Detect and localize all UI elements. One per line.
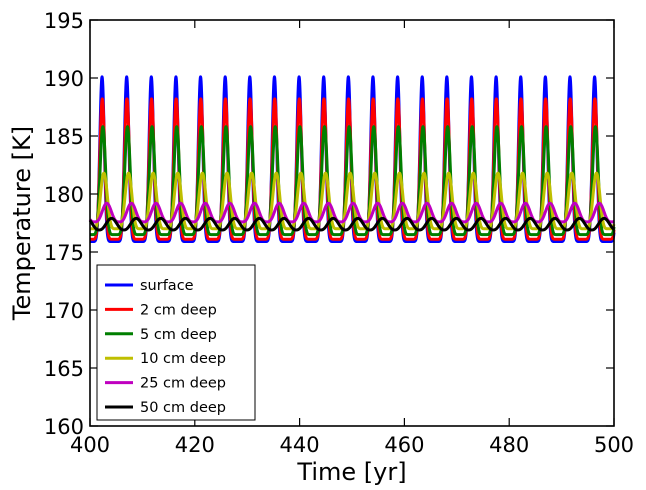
y-tick-label: 160 — [44, 415, 84, 439]
tick-labels: 400 420 440 460 480 500 160 165 170 175 180 185 190 1… — [44, 9, 634, 457]
legend-label: surface — [140, 278, 194, 294]
x-tick-label: 420 — [175, 433, 215, 457]
legend: surface 2 cm deep 5 cm deep 10 cm deep 25 cm… — [96, 264, 256, 421]
legend-label: 10 cm deep — [140, 351, 226, 367]
y-tick-label: 185 — [44, 125, 84, 149]
y-tick-label: 170 — [44, 299, 84, 323]
legend-label: 2 cm deep — [140, 302, 217, 318]
axis-ticks — [89, 19, 615, 427]
x-axis-label: Time [yr] — [296, 458, 406, 486]
y-tick-label: 180 — [44, 183, 84, 207]
y-tick-label: 165 — [44, 357, 84, 381]
plot-lines — [88, 75, 616, 244]
y-tick-label: 195 — [44, 9, 84, 33]
legend-label: 25 cm deep — [140, 376, 226, 392]
x-tick-label: 440 — [280, 433, 320, 457]
legend-box — [96, 264, 256, 421]
y-tick-label: 190 — [44, 67, 84, 91]
x-tick-label: 460 — [384, 433, 424, 457]
legend-label: 5 cm deep — [140, 327, 217, 343]
series-line — [88, 125, 616, 237]
y-tick-label: 175 — [44, 241, 84, 265]
plot-frame — [89, 19, 615, 427]
y-axis-label: Temperature [K] — [8, 126, 36, 321]
x-tick-label: 480 — [489, 433, 529, 457]
x-tick-label: 400 — [70, 433, 110, 457]
series-line — [88, 216, 616, 232]
legend-label: 50 cm deep — [140, 400, 226, 416]
series-line — [88, 201, 616, 224]
x-tick-label: 500 — [594, 433, 634, 457]
